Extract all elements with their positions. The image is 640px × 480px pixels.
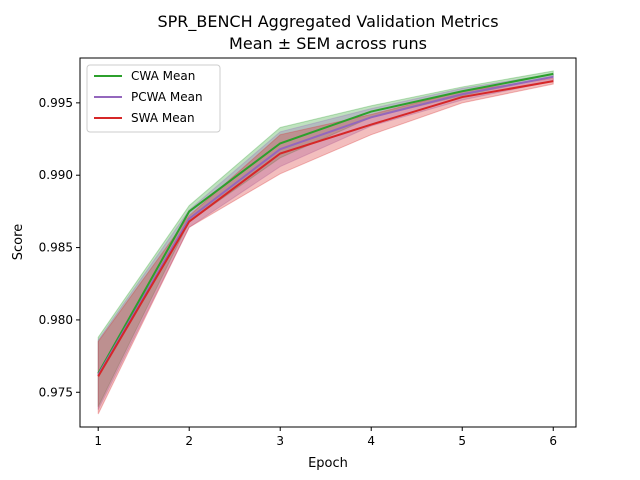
x-tick-label: 4 [367, 434, 375, 448]
y-tick-label: 0.985 [39, 241, 73, 255]
legend-label: PCWA Mean [131, 90, 203, 104]
x-tick-label: 3 [276, 434, 284, 448]
x-tick-label: 5 [458, 434, 466, 448]
y-tick-label: 0.995 [39, 96, 73, 110]
x-tick-label: 1 [94, 434, 102, 448]
y-axis-label: Score [11, 224, 26, 260]
chart-title: SPR_BENCH Aggregated Validation Metrics [157, 12, 498, 32]
chart-subtitle: Mean ± SEM across runs [229, 34, 427, 53]
series-line-1 [97, 75, 554, 376]
y-tick-label: 0.990 [39, 168, 73, 182]
y-axis-ticks: 0.975 0.980 0.985 0.990 0.995 [39, 96, 80, 399]
plot-frame [79, 57, 577, 428]
y-tick-label: 0.975 [39, 385, 73, 399]
x-tick-label: 6 [549, 434, 557, 448]
legend-box [86, 64, 221, 133]
legend-label: CWA Mean [131, 69, 195, 83]
y-tick-label: 0.980 [39, 313, 73, 327]
series-line-0 [97, 72, 554, 374]
x-tick-label: 2 [185, 434, 193, 448]
series-lines [97, 72, 554, 377]
legend-label: SWA Mean [131, 111, 195, 125]
legend: CWA Mean PCWA Mean SWA Mean [86, 64, 221, 133]
series-line-2 [97, 80, 554, 377]
x-axis-label: Epoch [308, 456, 348, 471]
sem-band-2 [97, 77, 554, 415]
x-axis-ticks: 1 2 3 4 5 6 [94, 427, 557, 448]
